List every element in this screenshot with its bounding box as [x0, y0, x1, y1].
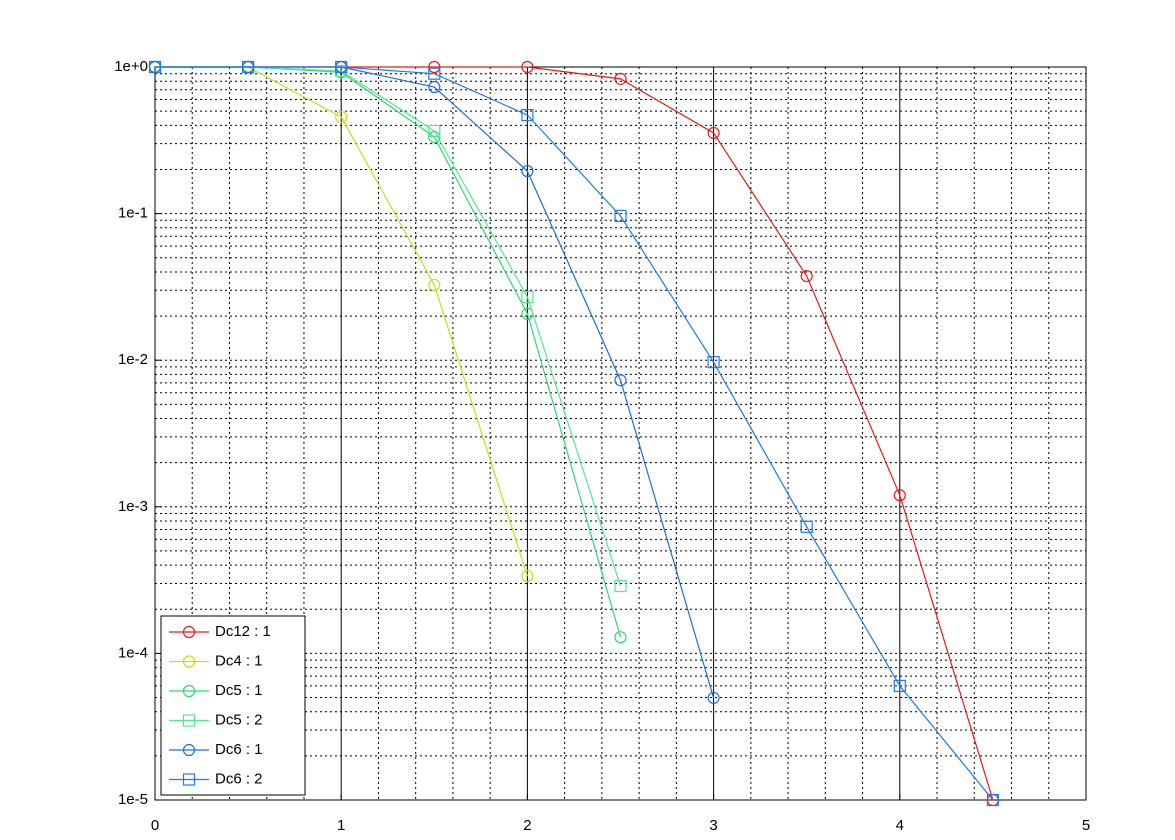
- marker: [182, 773, 196, 786]
- marker: [428, 124, 441, 138]
- legend-label: Dc4 : 1: [215, 652, 263, 669]
- marker: [428, 67, 441, 80]
- marker: [182, 743, 196, 757]
- marker: [800, 269, 813, 283]
- marker: [428, 60, 441, 74]
- marker: [182, 625, 196, 639]
- marker: [335, 110, 348, 124]
- marker: [707, 691, 720, 705]
- legend-label: Dc6 : 1: [215, 741, 263, 758]
- marker: [182, 655, 196, 668]
- marker: [986, 793, 1000, 807]
- marker: [614, 209, 627, 223]
- marker: [614, 579, 627, 593]
- legend-box: [160, 615, 306, 796]
- series-line: [155, 66, 994, 801]
- x-tick-label: 0: [151, 817, 159, 834]
- marker: [614, 374, 627, 387]
- marker: [148, 60, 162, 74]
- marker: [428, 278, 441, 292]
- marker: [707, 356, 720, 369]
- marker: [521, 290, 534, 304]
- legend-label: Dc12 : 1: [215, 623, 271, 640]
- series-line: [155, 66, 622, 638]
- marker: [182, 714, 196, 727]
- series-line: [155, 66, 622, 587]
- marker: [521, 164, 534, 178]
- x-tick-label: 3: [709, 817, 717, 834]
- series-line: [155, 66, 715, 699]
- x-tick-label: 4: [896, 817, 904, 834]
- marker: [707, 126, 720, 140]
- y-tick-label: 1e-4: [118, 644, 148, 661]
- x-tick-label: 5: [1082, 817, 1090, 834]
- y-tick-label: 1e-5: [118, 791, 148, 808]
- marker: [800, 520, 813, 533]
- y-tick-label: 1e-3: [118, 498, 148, 515]
- marker: [614, 72, 627, 85]
- marker: [521, 60, 534, 74]
- marker: [182, 684, 196, 698]
- marker: [893, 679, 906, 693]
- marker: [614, 631, 627, 644]
- y-tick-label: 1e-2: [118, 351, 148, 368]
- y-tick-label: 1e+0: [114, 58, 148, 75]
- x-tick-label: 1: [337, 817, 345, 834]
- marker: [428, 80, 441, 94]
- legend: Dc12 : 1 Dc4 : 1 Dc5 : 1 Dc5 : 2 Dc6 : 1 Dc6 …: [160, 615, 306, 796]
- y-tick-label: 1e-1: [118, 205, 148, 222]
- legend-label: Dc5 : 1: [215, 682, 263, 699]
- marker: [893, 489, 906, 502]
- legend-label: Dc6 : 2: [215, 770, 263, 787]
- marker: [242, 60, 255, 74]
- marker: [335, 60, 348, 74]
- marker: [521, 108, 534, 122]
- plot-frame: [154, 66, 1087, 801]
- legend-label: Dc5 : 2: [215, 711, 263, 728]
- x-tick-label: 2: [523, 817, 531, 834]
- marker: [521, 569, 534, 583]
